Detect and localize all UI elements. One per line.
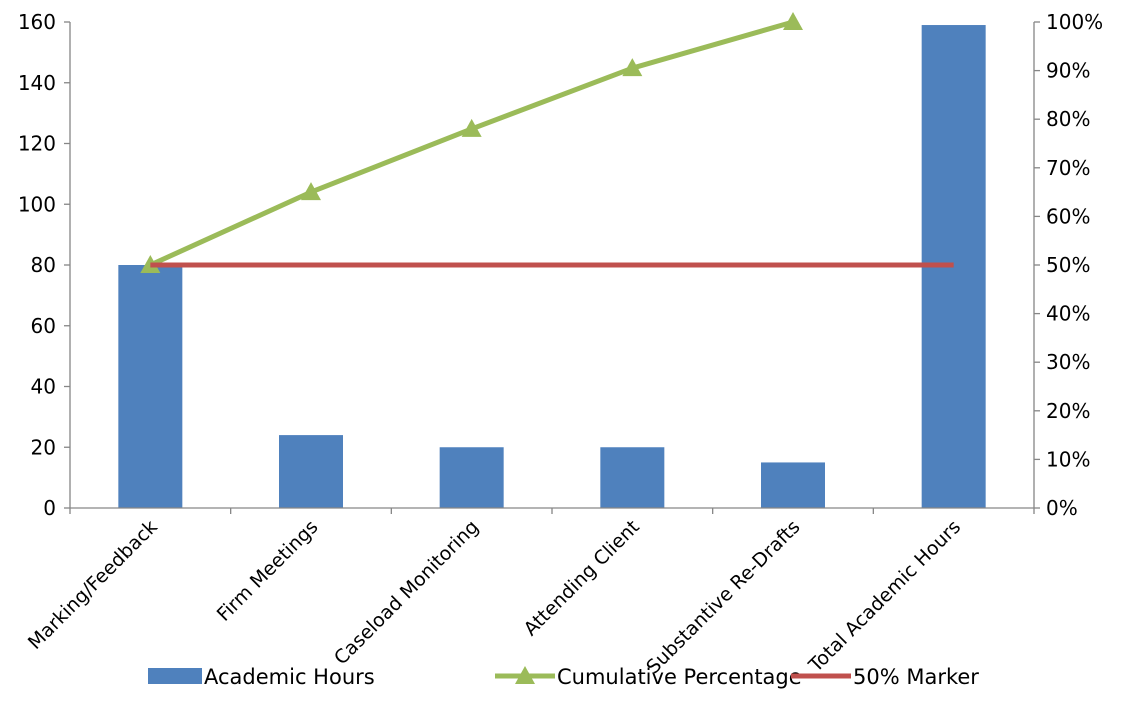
left-tick-label-6: 120: [18, 132, 56, 156]
bar-2: [439, 447, 504, 508]
category-label-4: Substantive Re-Drafts: [642, 516, 804, 678]
right-tick-label-10: 100%: [1046, 10, 1103, 34]
right-tick-label-4: 40%: [1046, 302, 1090, 326]
right-tick-label-7: 70%: [1046, 156, 1090, 180]
right-tick-label-8: 80%: [1046, 107, 1090, 131]
legend-marker-cumulative-percentage: [515, 666, 535, 684]
line-cumulative-percentage: [149, 19, 794, 268]
left-tick-label-4: 80: [31, 253, 56, 277]
category-label-2: Caseload Monitoring: [330, 516, 483, 669]
right-tick-label-9: 90%: [1046, 59, 1090, 83]
marker-cumulative-percentage-2: [461, 118, 482, 137]
left-tick-label-3: 60: [31, 314, 56, 338]
marker-cumulative-percentage-1: [301, 182, 321, 201]
legend-label-cumulative-percentage: Cumulative Percentage: [557, 665, 802, 689]
left-tick-label-7: 140: [18, 71, 56, 95]
category-label-1: Firm Meetings: [213, 516, 323, 626]
bar-0: [118, 265, 183, 508]
left-tick-label-8: 160: [18, 10, 56, 34]
left-tick-label-2: 40: [31, 375, 56, 399]
marker-cumulative-percentage-3: [622, 58, 643, 77]
left-tick-label-5: 100: [18, 192, 56, 216]
bar-4: [761, 462, 825, 508]
right-tick-label-3: 30%: [1046, 350, 1090, 374]
legend-label-50-marker: 50% Marker: [853, 665, 979, 689]
right-tick-label-1: 10%: [1046, 447, 1090, 471]
bar-3: [600, 447, 665, 508]
marker-cumulative-percentage-4: [783, 12, 803, 30]
bar-1: [279, 435, 343, 508]
left-tick-label-1: 20: [31, 435, 56, 459]
axes-layer: [64, 21, 1040, 514]
right-tick-label-5: 50%: [1046, 253, 1090, 277]
legend-label-academic-hours: Academic Hours: [204, 665, 375, 689]
left-tick-label-0: 0: [43, 496, 56, 520]
category-label-3: Attending Client: [520, 516, 644, 640]
right-tick-label-6: 60%: [1046, 204, 1090, 228]
legend-swatch-academic-hours: [148, 668, 202, 684]
category-label-5: Total Academic Hours: [804, 516, 965, 677]
right-tick-label-0: 0%: [1046, 496, 1078, 520]
category-label-0: Marking/Feedback: [24, 516, 162, 654]
right-tick-label-2: 20%: [1046, 399, 1090, 423]
lines-layer: [140, 12, 954, 273]
legend: Academic Hours Cumulative Percentage 50% M…: [148, 665, 979, 689]
